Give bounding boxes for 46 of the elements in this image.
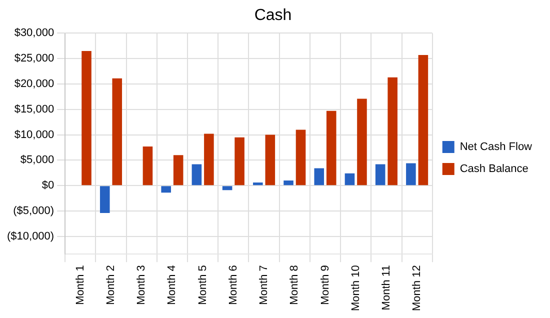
x-tick-label: Month 10 (350, 265, 362, 312)
x-tick-label: Month 4 (166, 265, 178, 305)
y-tick-label: ($5,000) (13, 204, 54, 217)
bar (265, 134, 276, 186)
bar (82, 50, 92, 186)
x-tick-label: Month 2 (105, 265, 118, 305)
bar (296, 130, 306, 186)
bar (192, 164, 202, 186)
bar (326, 110, 336, 186)
bar (344, 173, 355, 186)
x-tick-label: Month 11 (380, 265, 392, 310)
bar (253, 182, 263, 186)
y-tick-label: $15,000 (14, 103, 54, 116)
x-tick-label: Month 8 (288, 265, 301, 305)
x-tick-label: Month 12 (411, 265, 424, 312)
bar (418, 55, 428, 186)
bar (357, 98, 367, 186)
bar (204, 134, 214, 186)
chart-title: Cash (254, 7, 292, 24)
bar (375, 164, 386, 186)
bar (112, 78, 122, 186)
y-tick-label: $30,000 (14, 27, 54, 40)
bar (161, 186, 171, 193)
bar (388, 77, 398, 186)
legend-label: Net Cash Flow (460, 141, 532, 154)
bar (284, 180, 294, 186)
y-tick-label: $10,000 (14, 128, 54, 141)
x-tick-label: Month 1 (74, 265, 86, 305)
bar (222, 186, 232, 190)
x-tick-label: Month 3 (136, 265, 148, 305)
legend-label: Cash Balance (460, 163, 528, 176)
y-tick-label: $5,000 (20, 154, 54, 166)
bar (314, 168, 324, 186)
bar (142, 146, 153, 186)
y-tick-label: $25,000 (14, 52, 54, 65)
y-tick-label: ($10,000) (6, 230, 54, 242)
y-tick-label: $0 (42, 180, 54, 192)
bar (100, 186, 110, 213)
bar (234, 137, 244, 186)
bar (406, 163, 416, 186)
x-tick-label: Month 5 (196, 265, 209, 305)
y-tick-label: $20,000 (14, 78, 54, 90)
bar (173, 155, 184, 186)
x-tick-label: Month 7 (258, 265, 270, 305)
x-tick-label: Month 6 (227, 265, 240, 305)
x-tick-label: Month 9 (319, 265, 332, 305)
